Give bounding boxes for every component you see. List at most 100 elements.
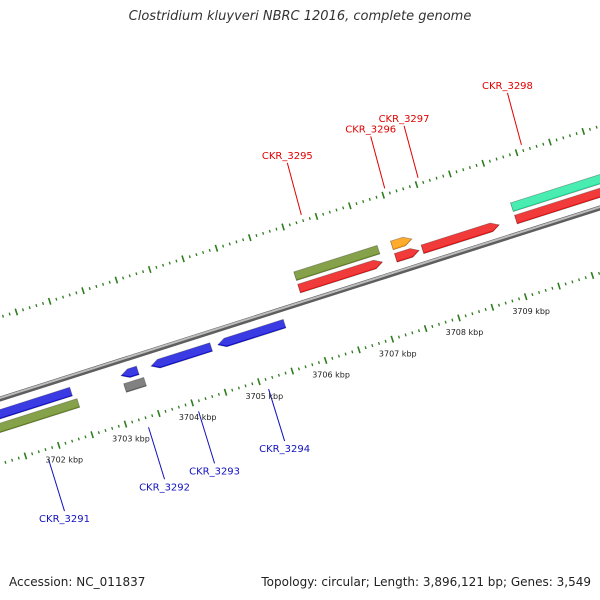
- tick-mark: [55, 297, 58, 301]
- tick-mark: [168, 261, 171, 265]
- tick-mark: [181, 255, 185, 263]
- tick-mark: [271, 375, 274, 379]
- tick-mark: [284, 371, 287, 375]
- tick-mark: [417, 329, 421, 333]
- tick-mark: [137, 418, 140, 422]
- tick-mark: [442, 174, 445, 178]
- kbp-tick-label: 3707 kbp: [379, 349, 417, 358]
- tick-mark: [268, 229, 271, 233]
- tick-mark: [404, 333, 407, 337]
- tick-mark: [595, 125, 598, 129]
- tick-mark: [142, 270, 145, 274]
- tick-mark: [464, 314, 467, 318]
- tick-mark: [390, 335, 395, 343]
- tick-mark: [8, 312, 11, 316]
- gene-feature-red: [297, 259, 384, 294]
- tick-mark: [331, 356, 334, 360]
- tick-mark: [155, 265, 158, 269]
- tick-mark: [131, 420, 134, 424]
- tick-mark: [277, 373, 280, 377]
- gene-label[interactable]: CKR_3296: [345, 124, 396, 189]
- tick-mark: [311, 363, 314, 367]
- label-leader-line: [198, 411, 216, 464]
- gene-label-text[interactable]: CKR_3296: [345, 124, 396, 135]
- tick-mark: [31, 452, 34, 456]
- tick-mark: [337, 354, 340, 358]
- gene-label-text[interactable]: CKR_3295: [262, 151, 313, 162]
- tick-mark: [84, 435, 87, 439]
- gene-label[interactable]: CKR_3293: [189, 411, 240, 477]
- tick-mark: [157, 409, 161, 418]
- tick-mark: [61, 295, 65, 299]
- gene-label-text[interactable]: CKR_3292: [139, 482, 190, 493]
- kbp-tick-label: 3708 kbp: [446, 328, 484, 337]
- tick-mark: [71, 439, 74, 443]
- tick-mark: [414, 180, 419, 189]
- tick-mark: [471, 312, 474, 316]
- tick-mark: [355, 202, 358, 206]
- tick-mark: [422, 180, 425, 184]
- tick-mark: [511, 299, 514, 303]
- kbp-tick-label: 3705 kbp: [246, 392, 284, 401]
- feature-track: [0, 173, 600, 434]
- tick-mark: [175, 259, 178, 263]
- gene-label[interactable]: CKR_3297: [379, 114, 430, 178]
- tick-mark: [257, 378, 261, 386]
- tick-mark: [357, 346, 361, 354]
- gene-label-text[interactable]: CKR_3297: [379, 114, 430, 125]
- tick-mark: [364, 346, 367, 350]
- gene-feature-blue: [120, 364, 140, 378]
- gene-feature-orange: [389, 236, 413, 251]
- tick-mark: [23, 452, 28, 460]
- tick-mark: [190, 399, 195, 407]
- gene-label-text[interactable]: CKR_3298: [482, 81, 533, 92]
- tick-mark: [488, 159, 491, 163]
- gene-label[interactable]: CKR_3291: [39, 458, 90, 525]
- gene-feature-red: [513, 186, 600, 225]
- tick-mark: [514, 149, 519, 157]
- tick-mark: [428, 178, 431, 182]
- tick-mark: [228, 242, 231, 246]
- label-leader-line: [506, 92, 522, 145]
- tick-mark: [351, 350, 354, 354]
- tick-mark: [217, 392, 220, 396]
- genome-summary-text: Topology: circular; Length: 3,896,121 bp…: [261, 575, 591, 589]
- tick-mark: [288, 223, 291, 227]
- tick-mark: [204, 397, 207, 401]
- tick-mark: [314, 212, 319, 220]
- tick-mark: [244, 384, 247, 388]
- gene-feature-blue: [150, 341, 214, 369]
- tick-mark: [317, 361, 320, 365]
- tick-mark: [375, 195, 378, 199]
- tick-mark: [564, 282, 567, 286]
- tick-mark: [47, 297, 52, 305]
- tick-mark: [584, 276, 587, 280]
- tick-mark: [495, 157, 498, 161]
- tick-mark: [462, 168, 465, 172]
- gene-label[interactable]: CKR_3292: [139, 427, 190, 493]
- tick-mark: [411, 331, 414, 335]
- gene-label-text[interactable]: CKR_3294: [259, 444, 310, 455]
- gene-label-text[interactable]: CKR_3293: [189, 466, 240, 477]
- tick-mark: [242, 238, 245, 242]
- label-leader-line: [148, 427, 166, 480]
- tick-mark: [264, 377, 267, 382]
- tick-mark: [555, 138, 558, 142]
- tick-mark: [128, 274, 131, 278]
- tick-mark: [111, 426, 114, 430]
- tick-mark: [531, 293, 534, 297]
- gene-label-layer: CKR_3291 CKR_3292 CKR_3293 CKR_3294 CKR_3295…: [39, 81, 533, 525]
- gene-label[interactable]: CKR_3295: [262, 151, 313, 216]
- gene-label[interactable]: CKR_3298: [482, 81, 533, 145]
- tick-mark: [251, 382, 254, 386]
- gene-label[interactable]: CKR_3294: [259, 388, 310, 455]
- tick-mark: [548, 138, 552, 146]
- tick-mark: [522, 149, 525, 153]
- tick-mark: [197, 399, 200, 403]
- tick-mark: [348, 202, 352, 210]
- tick-mark: [477, 310, 481, 314]
- gene-feature-red: [420, 221, 500, 255]
- gene-label-text[interactable]: CKR_3291: [39, 514, 90, 525]
- tick-mark: [1, 314, 5, 318]
- gene-feature-blue: [217, 318, 287, 348]
